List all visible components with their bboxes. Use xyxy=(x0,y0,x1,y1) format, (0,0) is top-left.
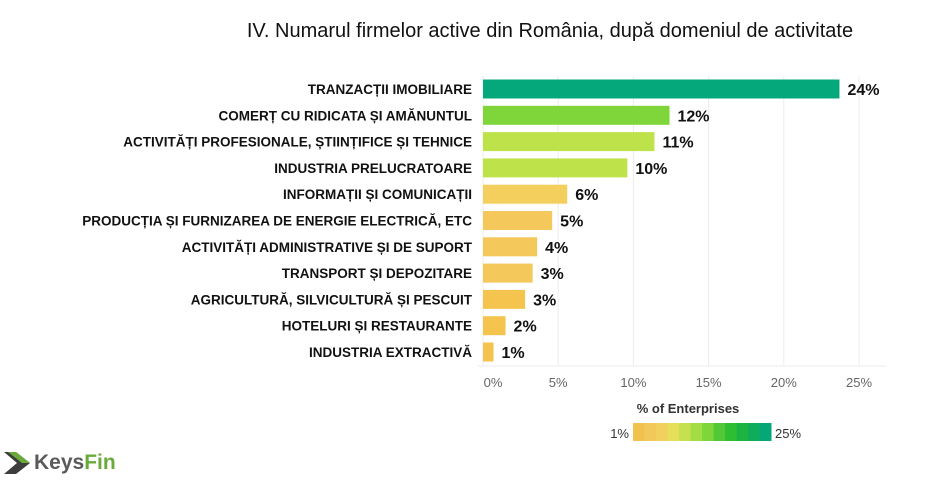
category-label: HOTELURI ȘI RESTAURANTE xyxy=(282,319,472,334)
category-label: INFORMAȚII ȘI COMUNICAȚII xyxy=(283,187,472,202)
legend-swatch xyxy=(736,423,749,441)
bar xyxy=(483,316,506,336)
legend-swatch xyxy=(656,423,668,441)
legend-swatch xyxy=(633,423,645,441)
x-tick-label: 5% xyxy=(549,375,568,390)
bar xyxy=(483,79,840,99)
bar xyxy=(483,105,670,125)
x-tick-label: 20% xyxy=(771,375,797,390)
data-label: 11% xyxy=(662,135,693,152)
data-label: 12% xyxy=(677,108,709,125)
logo-text-fin: Fin xyxy=(84,451,116,474)
bar xyxy=(483,184,568,204)
data-label: 6% xyxy=(575,187,598,204)
legend-title: % of Enterprises xyxy=(637,401,740,416)
category-label: COMERȚ CU RIDICATA ȘI AMĂNUNTUL xyxy=(219,108,472,123)
category-label: AGRICULTURĂ, SILVICULTURĂ ȘI PESCUIT xyxy=(191,292,473,307)
data-label: 2% xyxy=(514,319,537,336)
bar xyxy=(483,211,553,230)
logo-text-keys: Keys xyxy=(34,451,85,474)
x-tick-label: 25% xyxy=(846,375,872,390)
chart-title: IV. Numarul firmelor active din România,… xyxy=(246,20,854,42)
category-label: TRANZACȚII IMOBILIARE xyxy=(308,82,472,97)
bar xyxy=(483,342,494,362)
logo-chevron-icon xyxy=(4,452,30,474)
bar xyxy=(483,289,526,309)
data-label: 3% xyxy=(533,292,556,309)
data-label: 4% xyxy=(545,240,568,257)
legend-swatch xyxy=(748,423,760,441)
legend-swatch xyxy=(679,423,691,441)
x-tick-label: 10% xyxy=(620,375,646,390)
legend-swatch xyxy=(667,423,680,441)
category-label: INDUSTRIA EXTRACTIVĂ xyxy=(309,345,472,360)
bar xyxy=(483,132,655,152)
data-label: 3% xyxy=(541,266,564,283)
category-label: INDUSTRIA PRELUCRATOARE xyxy=(274,161,472,176)
category-label: PRODUCȚIA ȘI FURNIZAREA DE ENERGIE ELECT… xyxy=(82,214,472,229)
data-label: 5% xyxy=(560,214,583,231)
bar xyxy=(483,263,533,283)
legend-swatch xyxy=(759,423,772,441)
legend-min-label: 1% xyxy=(610,426,629,441)
category-label: ACTIVITĂȚI ADMINISTRATIVE ȘI DE SUPORT xyxy=(182,240,473,255)
bar xyxy=(483,158,628,178)
legend-swatch xyxy=(725,423,737,441)
category-label: ACTIVITĂȚI PROFESIONALE, ȘTIINȚIFICE ȘI … xyxy=(123,135,472,150)
keysfin-logo: Keys Fin xyxy=(4,450,116,476)
data-label: 24% xyxy=(847,82,879,99)
legend-swatch xyxy=(690,423,703,441)
legend-swatch xyxy=(713,423,726,441)
x-tick-label: 15% xyxy=(696,375,722,390)
x-tick-label: 0% xyxy=(484,375,503,390)
data-label: 1% xyxy=(502,345,525,362)
legend-swatch xyxy=(644,423,657,441)
bar xyxy=(483,237,538,257)
legend-swatch xyxy=(702,423,714,441)
legend-max-label: 25% xyxy=(775,426,801,441)
category-label: TRANSPORT ȘI DEPOZITARE xyxy=(282,266,472,281)
data-label: 10% xyxy=(635,161,667,178)
